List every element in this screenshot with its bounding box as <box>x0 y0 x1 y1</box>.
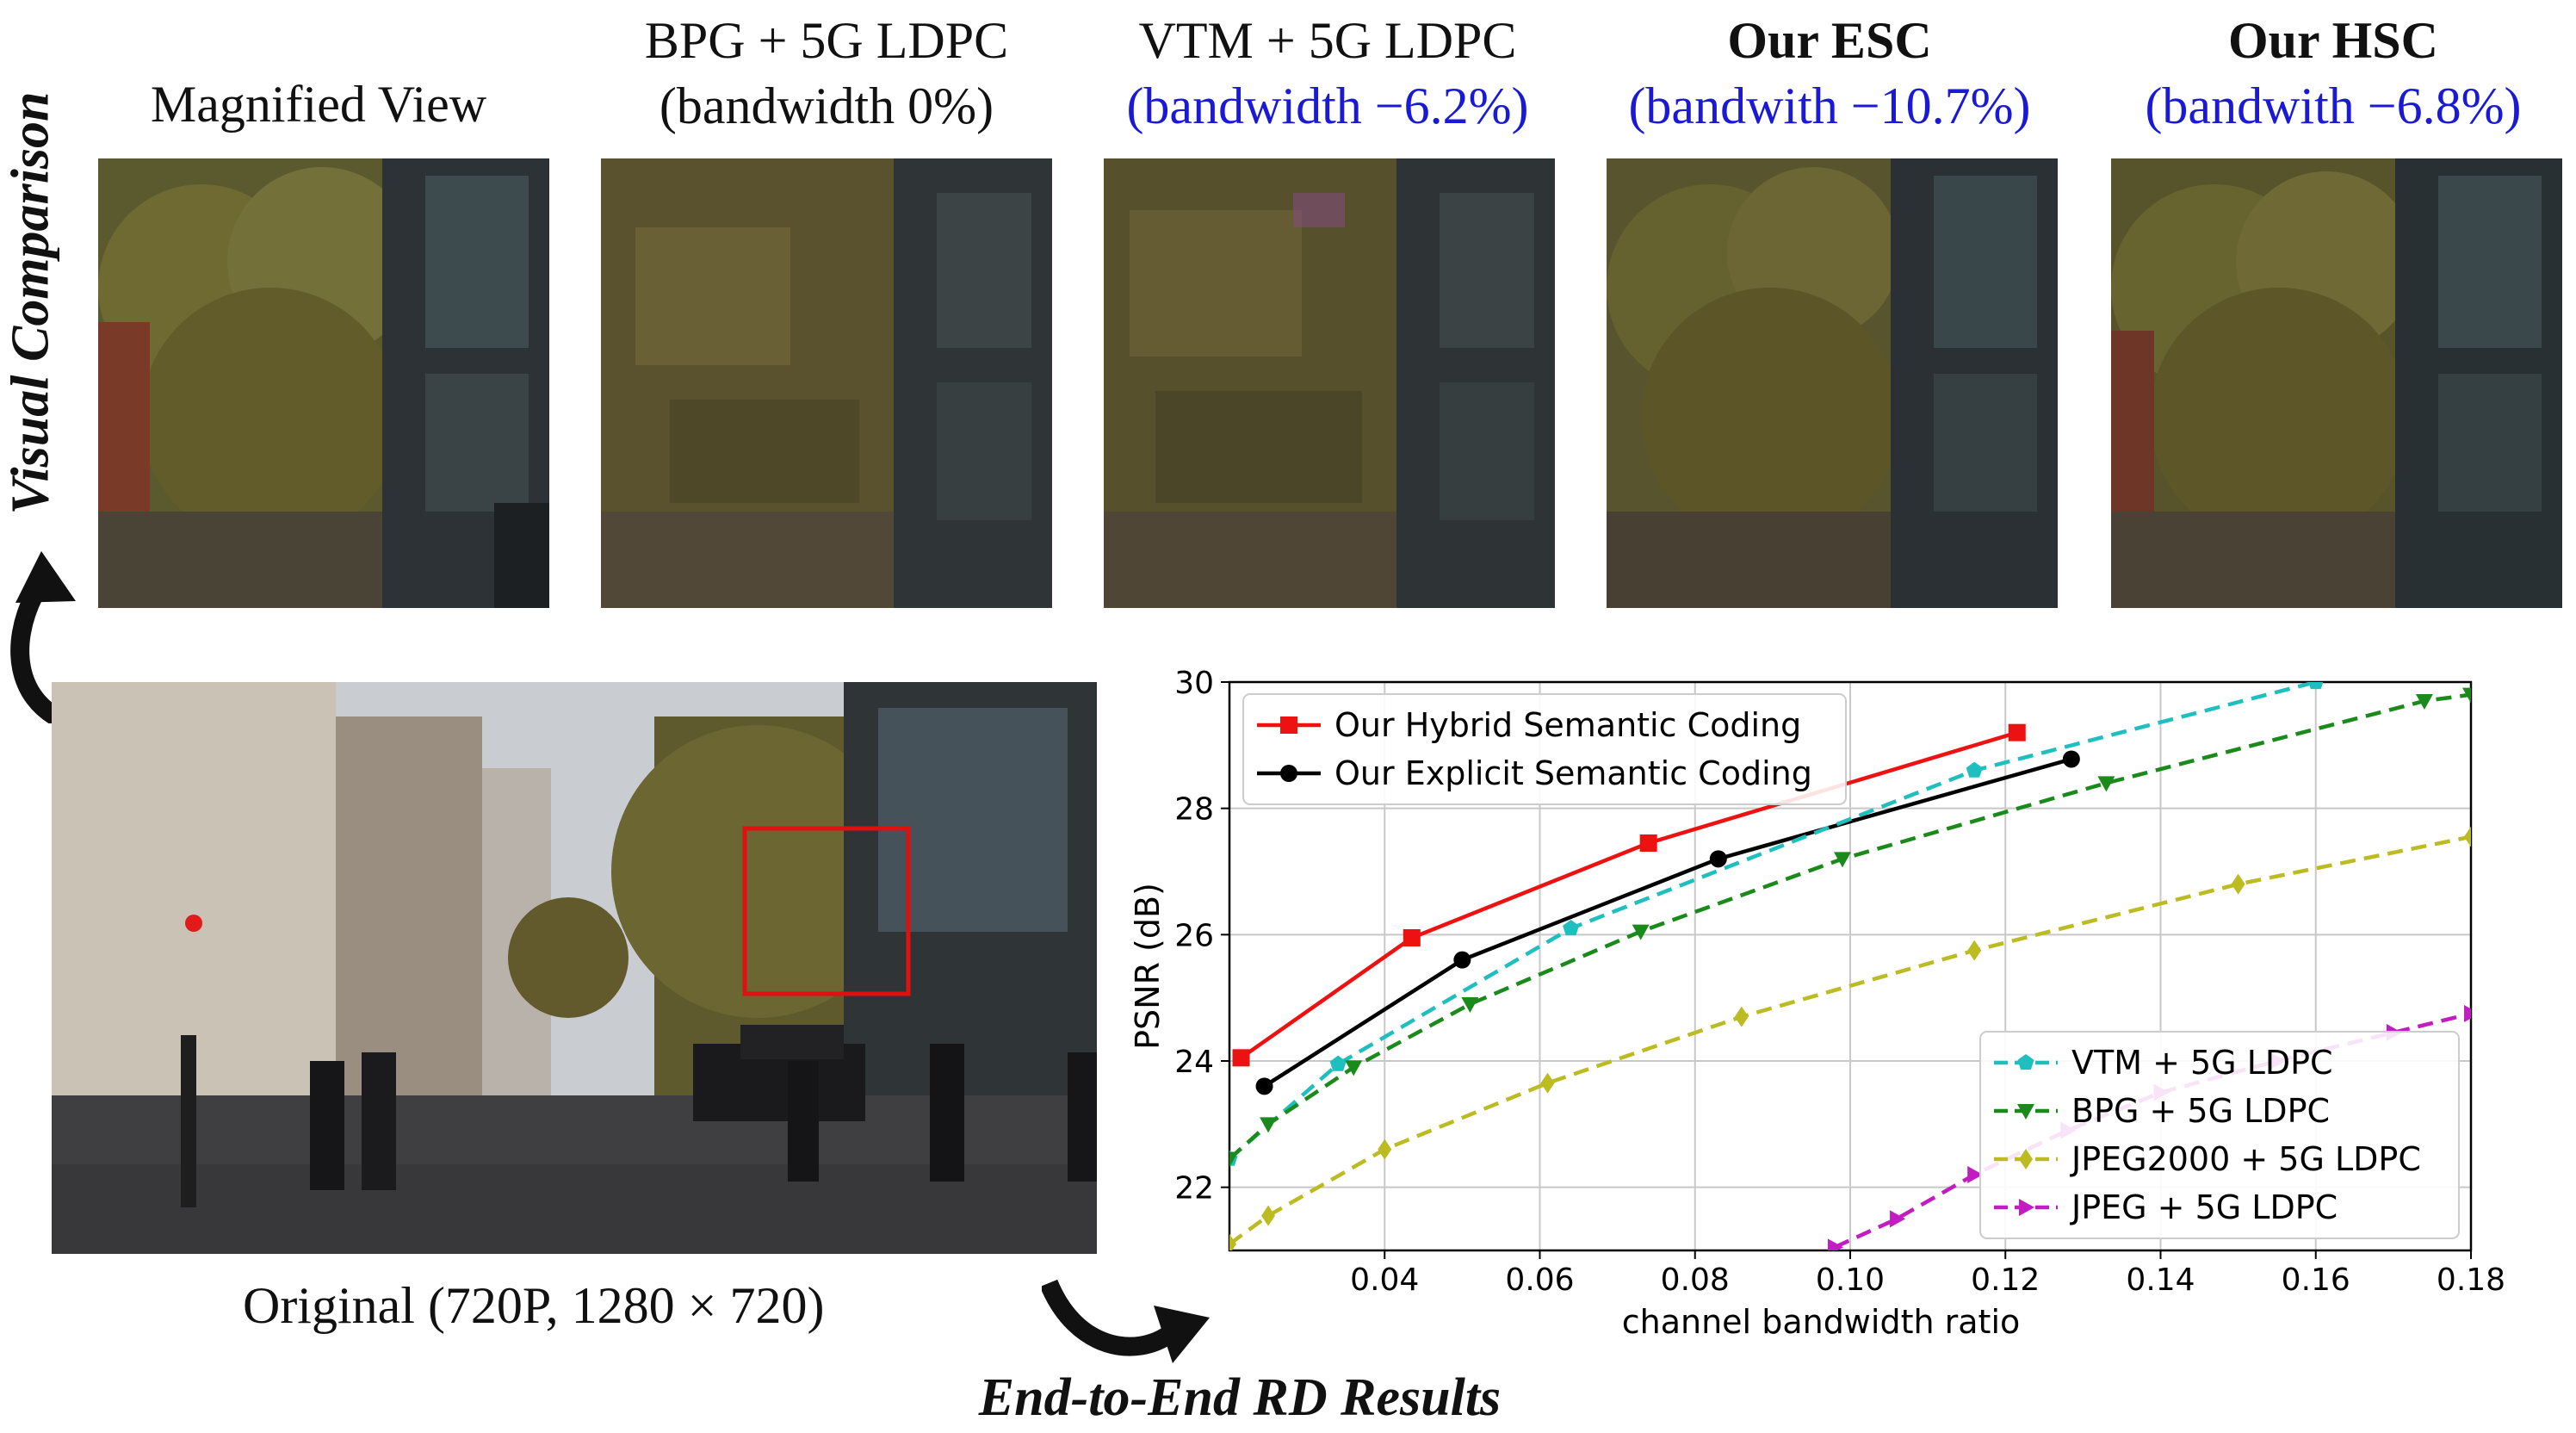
panel-label-bpg: BPG + 5G LDPC (bandwidth 0%) <box>594 12 1059 134</box>
data-point <box>1280 716 1297 734</box>
bpg-image <box>601 158 1052 608</box>
legend-entry: JPEG2000 + 5G LDPC <box>2070 1140 2421 1178</box>
data-point <box>2019 1199 2034 1216</box>
series-4 <box>1229 826 2471 1250</box>
x-tick-label: 0.16 <box>2282 1262 2350 1298</box>
x-tick-label: 0.10 <box>1816 1262 1885 1298</box>
y-tick-label: 30 <box>1174 666 1214 701</box>
data-point <box>2415 694 2433 710</box>
end-to-end-title: End-to-End RD Results <box>978 1368 1502 1427</box>
x-tick-label: 0.04 <box>1350 1262 1419 1298</box>
data-point <box>2231 873 2245 895</box>
panel-label-magnified: Magnified View <box>95 76 542 133</box>
vtm-title: VTM + 5G LDPC <box>1138 12 1517 69</box>
data-point <box>2464 1005 2471 1022</box>
data-point <box>2308 682 2324 690</box>
data-point <box>1709 850 1727 868</box>
data-point <box>1639 834 1657 852</box>
data-point <box>1632 924 1650 940</box>
curved-arrow-right-icon <box>1042 1279 1210 1363</box>
x-axis-label: channel bandwidth ratio <box>1622 1303 2021 1341</box>
data-point <box>2019 1149 2033 1169</box>
series-1 <box>1255 750 2080 1095</box>
magnified-title: Magnified View <box>150 76 487 133</box>
visual-comparison-title: Visual Comparison <box>1 62 60 544</box>
x-tick-label: 0.12 <box>1971 1262 2040 1298</box>
data-point <box>1967 1166 1984 1183</box>
series-line <box>1263 757 2072 1089</box>
data-point <box>1329 1055 1347 1071</box>
data-point <box>1540 1072 1555 1094</box>
magnified-view-image <box>98 158 549 608</box>
data-point <box>2062 750 2080 768</box>
esc-bandwidth: (bandwith −10.7%) <box>1628 78 2031 134</box>
data-point <box>1734 1006 1749 1027</box>
data-point <box>1260 1117 1278 1133</box>
data-point <box>2008 723 2026 741</box>
original-caption: Original (720P, 1280 × 720) <box>243 1277 825 1334</box>
data-point <box>1833 852 1851 868</box>
data-point <box>1378 1138 1392 1160</box>
esc-image <box>1607 158 2058 608</box>
data-point <box>1403 929 1421 946</box>
legend-entry: Our Explicit Semantic Coding <box>1334 754 1812 792</box>
x-tick-label: 0.06 <box>1505 1262 1574 1298</box>
bpg-title: BPG + 5G LDPC <box>644 12 1009 69</box>
curved-arrow-up-icon <box>10 551 76 723</box>
x-tick-label: 0.08 <box>1661 1262 1730 1298</box>
hsc-title: Our HSC <box>2228 12 2438 69</box>
legend-entry: BPG + 5G LDPC <box>2071 1092 2330 1130</box>
x-tick-label: 0.14 <box>2126 1262 2195 1298</box>
data-point <box>1453 951 1471 969</box>
vtm-image <box>1104 158 1555 608</box>
data-point <box>1280 765 1297 782</box>
panel-label-esc: Our ESC (bandwith −10.7%) <box>1597 12 2062 134</box>
data-point <box>2464 826 2471 847</box>
y-tick-label: 26 <box>1174 918 1214 953</box>
hsc-bandwidth: (bandwith −6.8%) <box>2145 78 2522 134</box>
data-point <box>2017 1054 2034 1070</box>
series-line <box>1229 834 2471 1246</box>
legend-entry: Our Hybrid Semantic Coding <box>1334 706 1801 744</box>
panel-label-vtm: VTM + 5G LDPC (bandwidth −6.2%) <box>1095 12 1560 134</box>
y-axis-label: PSNR (dB) <box>1129 883 1167 1050</box>
data-point <box>1461 997 1479 1013</box>
data-point <box>1261 1205 1276 1226</box>
x-tick-label: 0.18 <box>2437 1262 2505 1298</box>
hsc-image <box>2111 158 2562 608</box>
y-tick-label: 24 <box>1174 1045 1214 1080</box>
legend-entry: JPEG + 5G LDPC <box>2070 1188 2338 1226</box>
esc-title: Our ESC <box>1727 12 1932 69</box>
legend-bottom-right: VTM + 5G LDPC BPG + 5G LDPC JPEG2000 + 5G … <box>1979 1031 2460 1239</box>
data-point <box>1827 1238 1843 1250</box>
data-point <box>1967 940 1982 961</box>
data-point <box>1345 1060 1363 1076</box>
original-street-image <box>52 682 1097 1254</box>
panel-label-hsc: Our HSC (bandwith −6.8%) <box>2101 12 2566 134</box>
data-point <box>1890 1210 1906 1228</box>
bpg-bandwidth: (bandwidth 0%) <box>659 78 994 134</box>
y-tick-label: 22 <box>1174 1171 1214 1207</box>
highlight-box <box>742 826 911 996</box>
data-point <box>1232 1049 1250 1067</box>
data-point <box>1966 761 1983 778</box>
legend-entry: VTM + 5G LDPC <box>2071 1044 2333 1082</box>
data-point <box>1563 920 1580 936</box>
data-point <box>2017 1104 2034 1120</box>
data-point <box>2097 776 2115 792</box>
vtm-bandwidth: (bandwidth −6.2%) <box>1126 78 1529 134</box>
rd-chart: 0.04 0.06 0.08 0.10 0.12 0.14 0.16 0.18 22 24 26 28… <box>1129 666 2505 1341</box>
legend-top-left: Our Hybrid Semantic Coding Our Explicit S… <box>1242 693 1847 805</box>
data-point <box>1229 1233 1236 1250</box>
visual-comparison-text: Visual Comparison <box>1 91 60 515</box>
y-tick-label: 28 <box>1174 792 1214 828</box>
data-point <box>1255 1077 1273 1095</box>
